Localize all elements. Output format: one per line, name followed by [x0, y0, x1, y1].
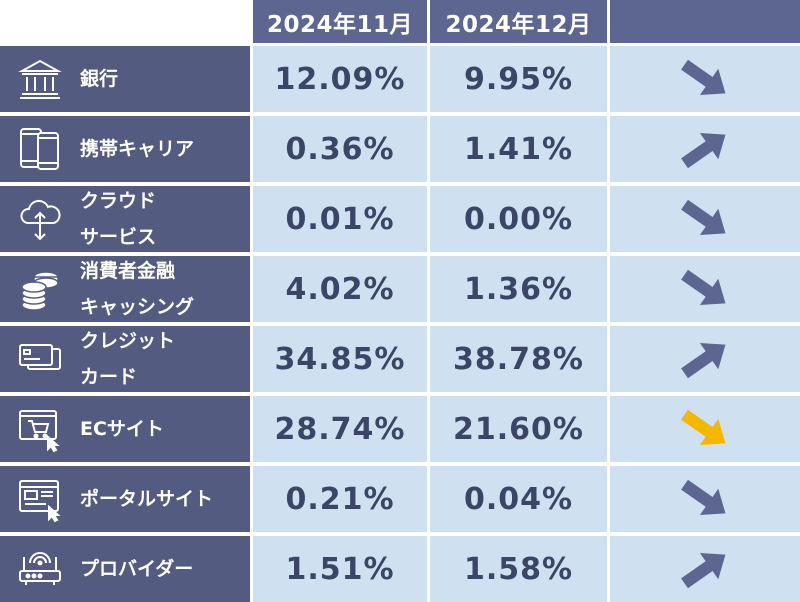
row-label: クラウド サービス [80, 190, 157, 248]
trend-up-arrow-icon [610, 326, 800, 392]
trend-down-arrow-icon [610, 256, 800, 322]
smartphone-icon [0, 116, 80, 182]
value-dec: 1.41% [430, 116, 607, 182]
column-header-trend [610, 0, 800, 43]
row-label: クレジット カード [80, 330, 176, 388]
value-dec: 1.58% [430, 536, 607, 602]
cart-icon [0, 396, 80, 462]
value-dec: 0.00% [430, 186, 607, 252]
trend-down-arrow-icon [610, 466, 800, 532]
bank-icon [0, 46, 80, 112]
cloud-icon [0, 186, 80, 252]
value-nov: 34.85% [253, 326, 427, 392]
row-label-cell: クラウド サービス [0, 186, 250, 252]
value-dec: 38.78% [430, 326, 607, 392]
row-label-cell: 消費者金融 キャッシング [0, 256, 250, 322]
trend-down-arrow-icon [610, 396, 800, 462]
row-label-cell: クレジット カード [0, 326, 250, 392]
value-nov: 0.21% [253, 466, 427, 532]
trend-down-arrow-icon [610, 186, 800, 252]
value-nov: 1.51% [253, 536, 427, 602]
table-row: 消費者金融 キャッシング 4.02% 1.36% [0, 256, 800, 322]
value-nov: 28.74% [253, 396, 427, 462]
row-label: 消費者金融 キャッシング [80, 260, 195, 318]
router-icon [0, 536, 80, 602]
value-dec: 1.36% [430, 256, 607, 322]
row-label: ポータルサイト [80, 488, 214, 510]
value-nov: 12.09% [253, 46, 427, 112]
value-dec: 0.04% [430, 466, 607, 532]
table-row: クレジット カード 34.85% 38.78% [0, 326, 800, 392]
trend-up-arrow-icon [610, 116, 800, 182]
trend-down-arrow-icon [610, 46, 800, 112]
table-row: ポータルサイト 0.21% 0.04% [0, 466, 800, 532]
value-dec: 21.60% [430, 396, 607, 462]
browser-icon [0, 466, 80, 532]
row-label-cell: プロバイダー [0, 536, 250, 602]
value-nov: 4.02% [253, 256, 427, 322]
row-label: 銀行 [80, 68, 119, 90]
value-dec: 9.95% [430, 46, 607, 112]
column-header-dec: 2024年12月 [430, 0, 607, 43]
row-label: 携帯キャリア [80, 138, 195, 160]
row-label-cell: 携帯キャリア [0, 116, 250, 182]
coins-icon [0, 256, 80, 322]
table-row: ECサイト 28.74% 21.60% [0, 396, 800, 462]
table-row: プロバイダー 1.51% 1.58% [0, 536, 800, 602]
trend-up-arrow-icon [610, 536, 800, 602]
row-label: ECサイト [80, 418, 164, 440]
row-label: プロバイダー [80, 558, 194, 580]
credit-card-icon [0, 326, 80, 392]
table-row: 銀行 12.09% 9.95% [0, 46, 800, 112]
row-label-cell: 銀行 [0, 46, 250, 112]
table-row: クラウド サービス 0.01% 0.00% [0, 186, 800, 252]
value-nov: 0.01% [253, 186, 427, 252]
table-row: 携帯キャリア 0.36% 1.41% [0, 116, 800, 182]
column-header-nov: 2024年11月 [253, 0, 427, 43]
row-label-cell: ポータルサイト [0, 466, 250, 532]
value-nov: 0.36% [253, 116, 427, 182]
row-label-cell: ECサイト [0, 396, 250, 462]
